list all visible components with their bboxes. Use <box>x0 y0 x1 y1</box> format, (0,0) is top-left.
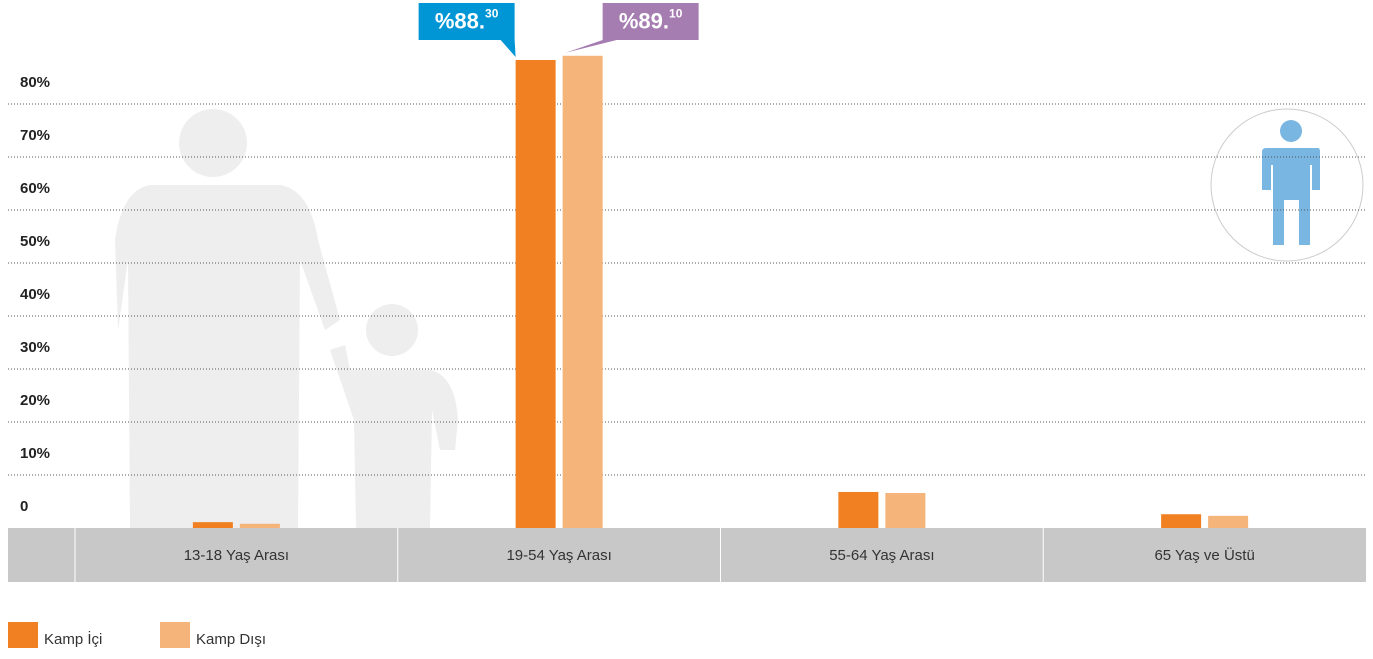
x-tick-label: 19-54 Yaş Arası <box>506 547 611 564</box>
person-icon <box>1211 109 1363 261</box>
bar <box>1161 514 1201 528</box>
x-tick-label: 55-64 Yaş Arası <box>829 547 934 564</box>
y-tick-label: 60% <box>20 180 50 197</box>
chart: 0 10% 20% 30% 40% 50% 60% 70% 80% 13-18 Yaş Arası… <box>0 0 1373 659</box>
y-tick-label: 20% <box>20 392 50 409</box>
y-tick-label: 10% <box>20 445 50 462</box>
bar <box>516 60 556 528</box>
y-tick-label: 80% <box>20 74 50 91</box>
bar <box>838 492 878 528</box>
bar <box>563 56 603 528</box>
bar <box>1208 516 1248 528</box>
y-tick-label: 70% <box>20 127 50 144</box>
y-tick-label: 0 <box>20 498 28 515</box>
x-tick-label: 65 Yaş ve Üstü <box>1154 546 1254 564</box>
bar <box>885 493 925 528</box>
background-figures <box>115 109 458 528</box>
legend-label: Kamp İçi <box>44 630 102 648</box>
bar <box>193 522 233 528</box>
y-tick-label: 50% <box>20 233 50 250</box>
legend-swatch <box>160 622 190 648</box>
legend-swatch <box>8 622 38 648</box>
legend-label: Kamp Dışı <box>196 631 266 648</box>
x-tick-label: 13-18 Yaş Arası <box>184 547 289 564</box>
bar <box>240 524 280 528</box>
y-tick-label: 40% <box>20 286 50 303</box>
y-tick-label: 30% <box>20 339 50 356</box>
